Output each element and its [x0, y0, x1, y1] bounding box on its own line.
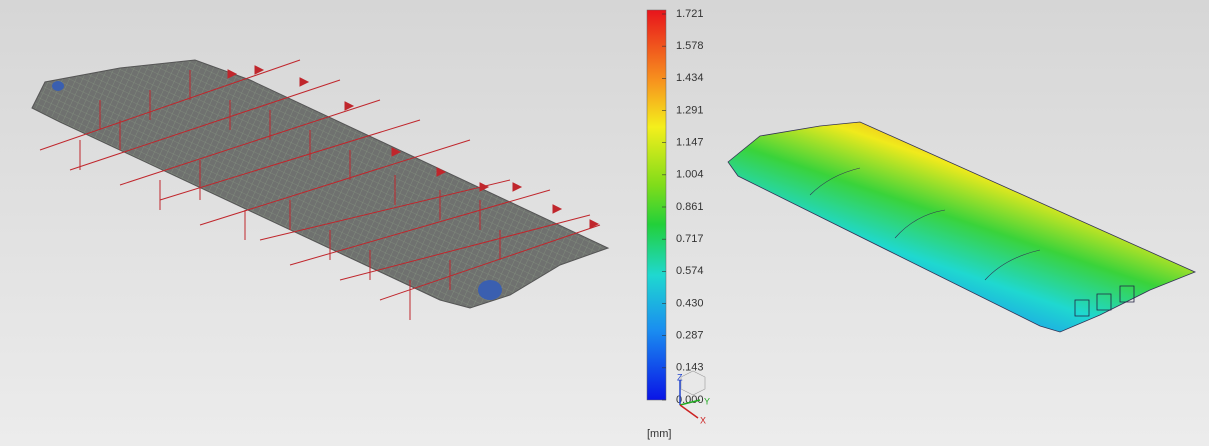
contour-wing — [727, 121, 1197, 333]
tick-label: 1.434 — [676, 72, 704, 84]
tick-label: 0.717 — [676, 233, 704, 245]
tick-label: 1.721 — [676, 8, 704, 20]
color-bar — [646, 9, 667, 401]
tick-label: 0.287 — [676, 330, 704, 342]
axis-x: X — [700, 415, 706, 425]
load-arrows — [39, 59, 601, 320]
tick-label: 1.147 — [676, 137, 704, 149]
tick-label: 1.291 — [676, 104, 704, 116]
tick-label: 0.430 — [676, 297, 704, 309]
tick-label: 1.004 — [676, 169, 704, 181]
tick-label: 0.143 — [676, 362, 704, 374]
color-bar-ticks: 1.721 1.578 1.434 1.291 1.147 1.004 0.861 0.717… — [662, 8, 704, 406]
axis-z: Z — [677, 372, 683, 382]
axis-y: Y — [704, 396, 710, 406]
axis-triad: Z Y X — [677, 370, 710, 425]
tick-label: 1.578 — [676, 40, 704, 52]
tick-label: 0.574 — [676, 265, 704, 277]
unit-label: [mm] — [647, 428, 671, 440]
tick-label: 0.000 — [676, 394, 704, 406]
tick-label: 0.861 — [676, 201, 704, 213]
